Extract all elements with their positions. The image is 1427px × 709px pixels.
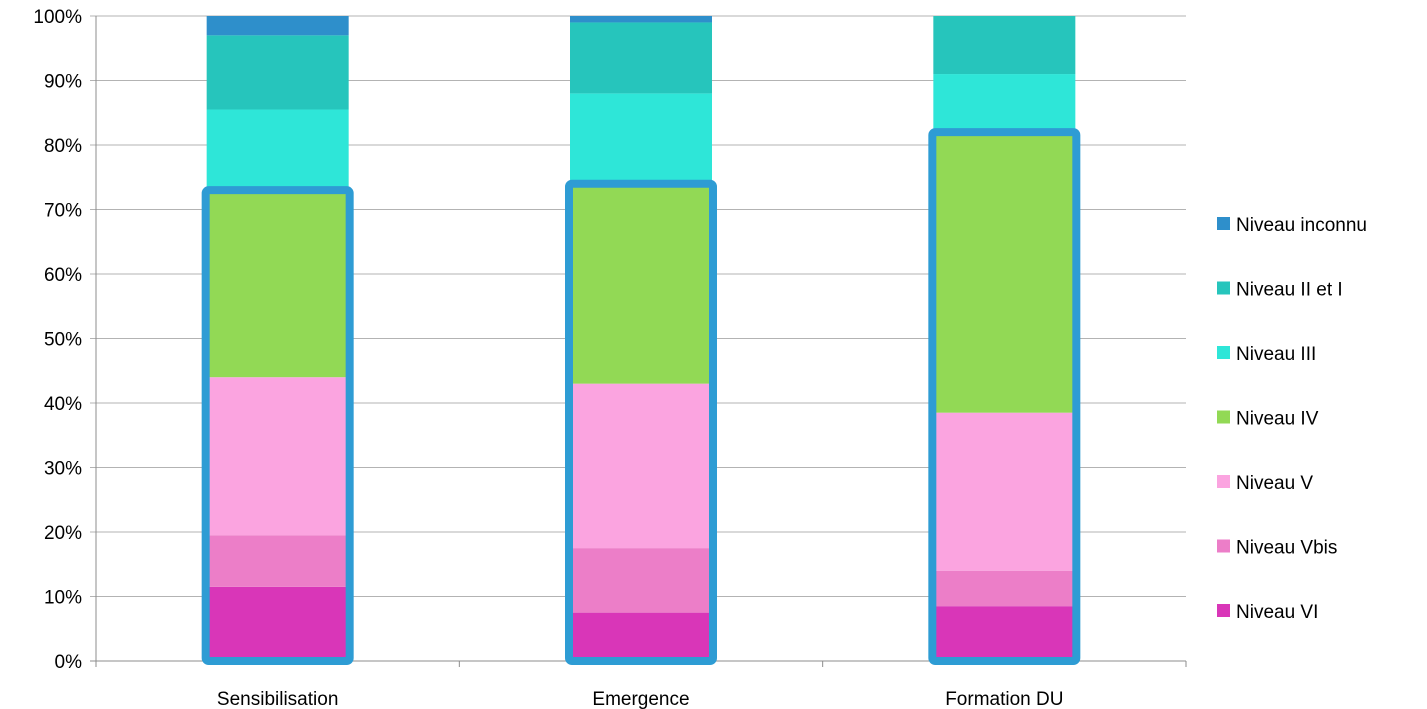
bar-niveau-inconnu-emergence (570, 16, 712, 23)
y-tick-label: 100% (33, 7, 82, 28)
legend-swatch-niveau-v (1217, 475, 1230, 488)
y-axis-ticks: 0% 10% 20% 30% 40% 50% 60% 70% 80% 90% 100% (33, 7, 82, 673)
y-tick-label: 70% (44, 201, 82, 222)
legend-label-niveau-iv: Niveau IV (1236, 409, 1319, 430)
legend-label-niveau-ii-et-i: Niveau II et I (1236, 280, 1343, 301)
highlight-frame-formation-du (928, 128, 1081, 666)
y-tick-label: 80% (44, 136, 82, 157)
y-tick-label: 0% (55, 652, 83, 673)
bar-niveau-vbis-sensibilisation (206, 535, 349, 587)
bar-niveau-vi-formation-du (933, 606, 1076, 661)
legend-label-niveau-vbis: Niveau Vbis (1236, 538, 1337, 559)
bar-niveau-v-emergence (570, 383, 712, 549)
bar-niveau-inconnu-sensibilisation (206, 16, 349, 36)
y-tick-label: 20% (44, 523, 82, 544)
y-tick-label: 90% (44, 72, 82, 93)
y-tick-label: 40% (44, 394, 82, 415)
bar-niveau-iii-formation-du (933, 74, 1076, 133)
highlight-frame-sensibilisation (201, 186, 354, 665)
legend-label-niveau-v: Niveau V (1236, 473, 1313, 494)
y-tick-label: 30% (44, 459, 82, 480)
bars (206, 16, 1076, 661)
bar-niveau-vi-emergence (570, 612, 712, 661)
legend-label-niveau-iii: Niveau III (1236, 344, 1316, 365)
legend-swatch-niveau-ii-et-i (1217, 281, 1230, 295)
x-category-label: Sensibilisation (217, 689, 338, 709)
legend-swatch-niveau-vi (1217, 604, 1230, 617)
highlight-frame-emergence (565, 179, 717, 665)
bar-niveau-iii-sensibilisation (206, 109, 349, 191)
y-tick-label: 10% (44, 588, 82, 609)
bar-niveau-ii-et-i-emergence (570, 22, 712, 94)
bar-niveau-vbis-formation-du (933, 570, 1076, 607)
bar-niveau-iii-emergence (570, 93, 712, 184)
x-axis: Sensibilisation Emergence Formation DU (95, 16, 1187, 709)
bar-niveau-iv-emergence (570, 183, 712, 384)
legend-swatch-niveau-iii (1217, 346, 1230, 359)
legend-swatch-niveau-vbis (1217, 539, 1230, 553)
bar-niveau-iv-formation-du (933, 132, 1076, 413)
legend-swatch-niveau-iv (1217, 410, 1230, 424)
bar-niveau-v-sensibilisation (206, 377, 349, 536)
y-tick-label: 50% (44, 330, 82, 351)
bar-niveau-iv-sensibilisation (206, 190, 349, 378)
bar-niveau-vi-sensibilisation (206, 586, 349, 661)
bar-niveau-vbis-emergence (570, 548, 712, 613)
legend: Niveau inconnu Niveau II et I Niveau III Ni… (1217, 215, 1367, 623)
x-category-label: Emergence (592, 689, 689, 709)
legend-swatch-niveau-inconnu (1217, 217, 1230, 230)
legend-label-niveau-inconnu: Niveau inconnu (1236, 215, 1367, 236)
x-category-label: Formation DU (945, 689, 1063, 709)
bar-niveau-ii-et-i-sensibilisation (206, 35, 349, 110)
bar-niveau-v-formation-du (933, 412, 1076, 571)
legend-label-niveau-vi: Niveau VI (1236, 602, 1318, 623)
bar-niveau-ii-et-i-formation-du (933, 16, 1076, 75)
y-tick-label: 60% (44, 265, 82, 286)
highlight-frames (201, 128, 1081, 666)
